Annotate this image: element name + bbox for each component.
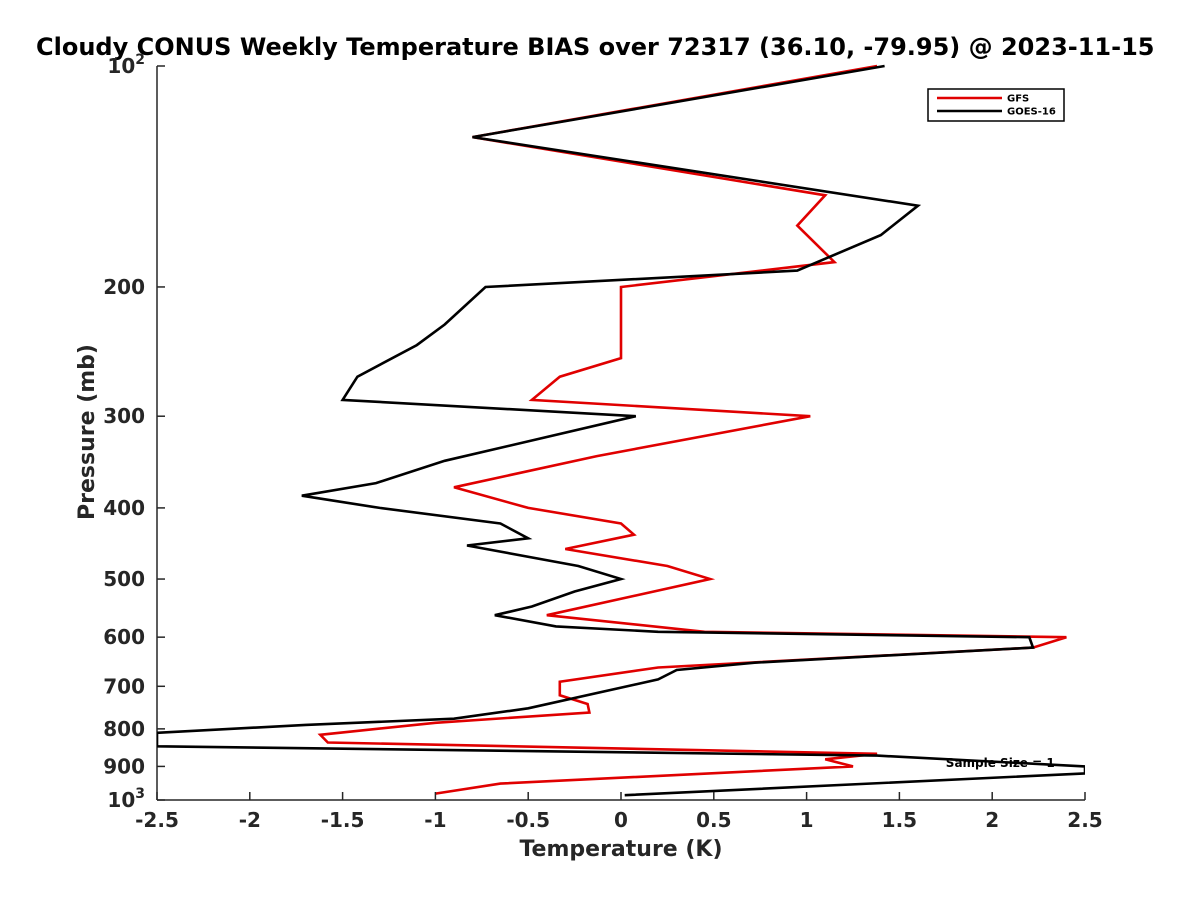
x-tick-label: -2.5 (135, 808, 179, 832)
x-axis-label: Temperature (K) (519, 837, 722, 862)
x-axis: -2.5 -2 -1.5 -1 -0.5 0 0.5 1 1.5 2 2.5 (135, 792, 1103, 832)
x-tick-label: 1.5 (882, 808, 917, 832)
y-tick-label: 800 (103, 717, 145, 741)
legend-box (927, 88, 1065, 122)
y-axis: 102 200 300 400 500 600 700 800 900 103 (103, 52, 165, 812)
legend-label: GOES-16 (1007, 107, 1056, 118)
y-axis-label: Pressure (mb) (75, 344, 100, 520)
y-tick-label: 200 (103, 275, 145, 299)
x-tick-label: 0.5 (696, 808, 731, 832)
y-tick-label: 500 (103, 567, 145, 591)
x-tick-label: -0.5 (506, 808, 550, 832)
chart-title: Cloudy CONUS Weekly Temperature BIAS ove… (36, 33, 1154, 61)
series-line-gfs (317, 64, 1067, 795)
x-tick-label: 2.5 (1067, 808, 1102, 832)
series-layer (157, 64, 1085, 797)
series-line-goes-16 (157, 64, 1085, 797)
y-tick-label: 300 (103, 404, 145, 428)
annotations: Sample Size = 1 (946, 756, 1055, 770)
x-tick-label: -2 (239, 808, 261, 832)
y-tick-label: 400 (103, 496, 145, 520)
y-tick-label: 900 (103, 754, 145, 778)
y-tick-label: 700 (103, 674, 145, 698)
y-tick-label: 600 (103, 625, 145, 649)
legend: GFS GOES-16 (927, 88, 1065, 122)
y-tick-label: 102 (107, 52, 145, 78)
sample-size-annotation: Sample Size = 1 (946, 756, 1055, 770)
x-tick-label: -1 (424, 808, 446, 832)
legend-label: GFS (1007, 94, 1029, 105)
plot-area (156, 66, 1085, 801)
x-tick-label: 2 (985, 808, 999, 832)
x-tick-label: -1.5 (321, 808, 365, 832)
x-tick-label: 1 (800, 808, 814, 832)
x-tick-label: 0 (614, 808, 628, 832)
y-tick-label: 103 (107, 786, 145, 812)
